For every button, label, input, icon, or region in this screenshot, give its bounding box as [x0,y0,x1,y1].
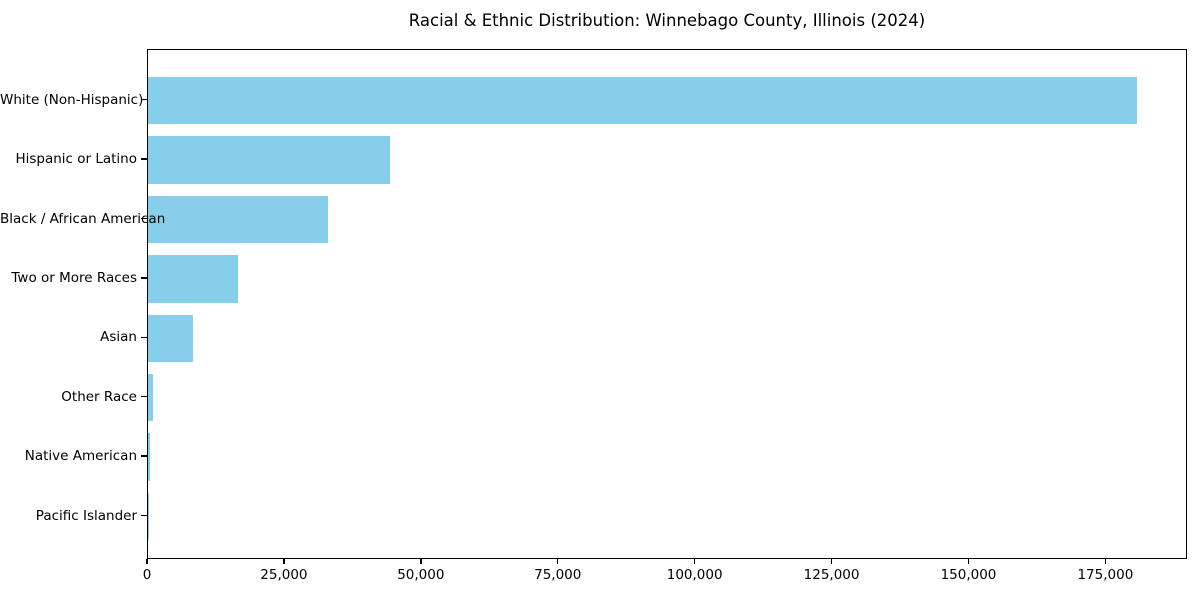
bar-row [148,71,1186,130]
bar-row [148,309,1186,368]
x-tick-mark [830,559,833,564]
bar-asian [148,314,193,363]
bar-native-american [148,433,150,481]
bar-row [148,130,1186,189]
x-tick-mark [283,559,285,564]
y-tick-mark [141,158,147,160]
y-axis-label: Hispanic or Latino [15,151,137,168]
x-axis-label: 75,000 [534,567,582,583]
x-axis-label: 100,000 [666,567,723,583]
bar-black-african-american [148,195,329,244]
y-tick-mark [141,336,147,338]
y-axis-label: White (Non-Hispanic) [0,91,144,108]
y-axis-label: Pacific Islander [35,507,137,524]
y-axis-label: Asian [100,329,137,346]
x-axis-label: 25,000 [260,567,308,583]
x-tick-mark [557,559,559,564]
bar-row [148,487,1186,546]
bar-row [148,249,1186,308]
y-tick-mark [141,99,147,101]
x-tick-mark [967,559,970,564]
bar-row [148,427,1186,486]
y-tick-mark [141,396,147,398]
y-axis-label: Black / African American [0,210,166,227]
y-tick-mark [141,455,147,457]
y-axis-label: Two or More Races [11,269,137,286]
bar-row [148,190,1186,249]
y-axis-label: Native American [24,448,137,465]
x-axis-label: 150,000 [940,567,997,583]
y-tick-mark [141,514,147,517]
x-axis-label: 0 [142,567,152,583]
y-tick-mark [141,277,147,279]
x-axis-label: 50,000 [397,567,445,583]
bar-two-or-more-races [148,255,238,303]
x-axis-label: 125,000 [803,567,860,583]
chart-title: Racial & Ethnic Distribution: Winnebago … [408,11,926,30]
plot-area [147,49,1187,559]
bar-hispanic-or-latino [148,136,390,184]
x-tick-mark [693,559,696,564]
bar-other-race [148,373,153,422]
y-tick-mark [141,217,147,220]
y-axis-label: Other Race [61,388,137,405]
x-axis-label: 175,000 [1077,567,1134,583]
x-tick-mark [1104,559,1107,564]
x-tick-mark [146,559,148,564]
x-tick-mark [420,559,422,564]
bar-pacific-islander [148,492,149,541]
bar-row [148,368,1186,427]
bar-white-non-hispanic- [148,76,1137,125]
